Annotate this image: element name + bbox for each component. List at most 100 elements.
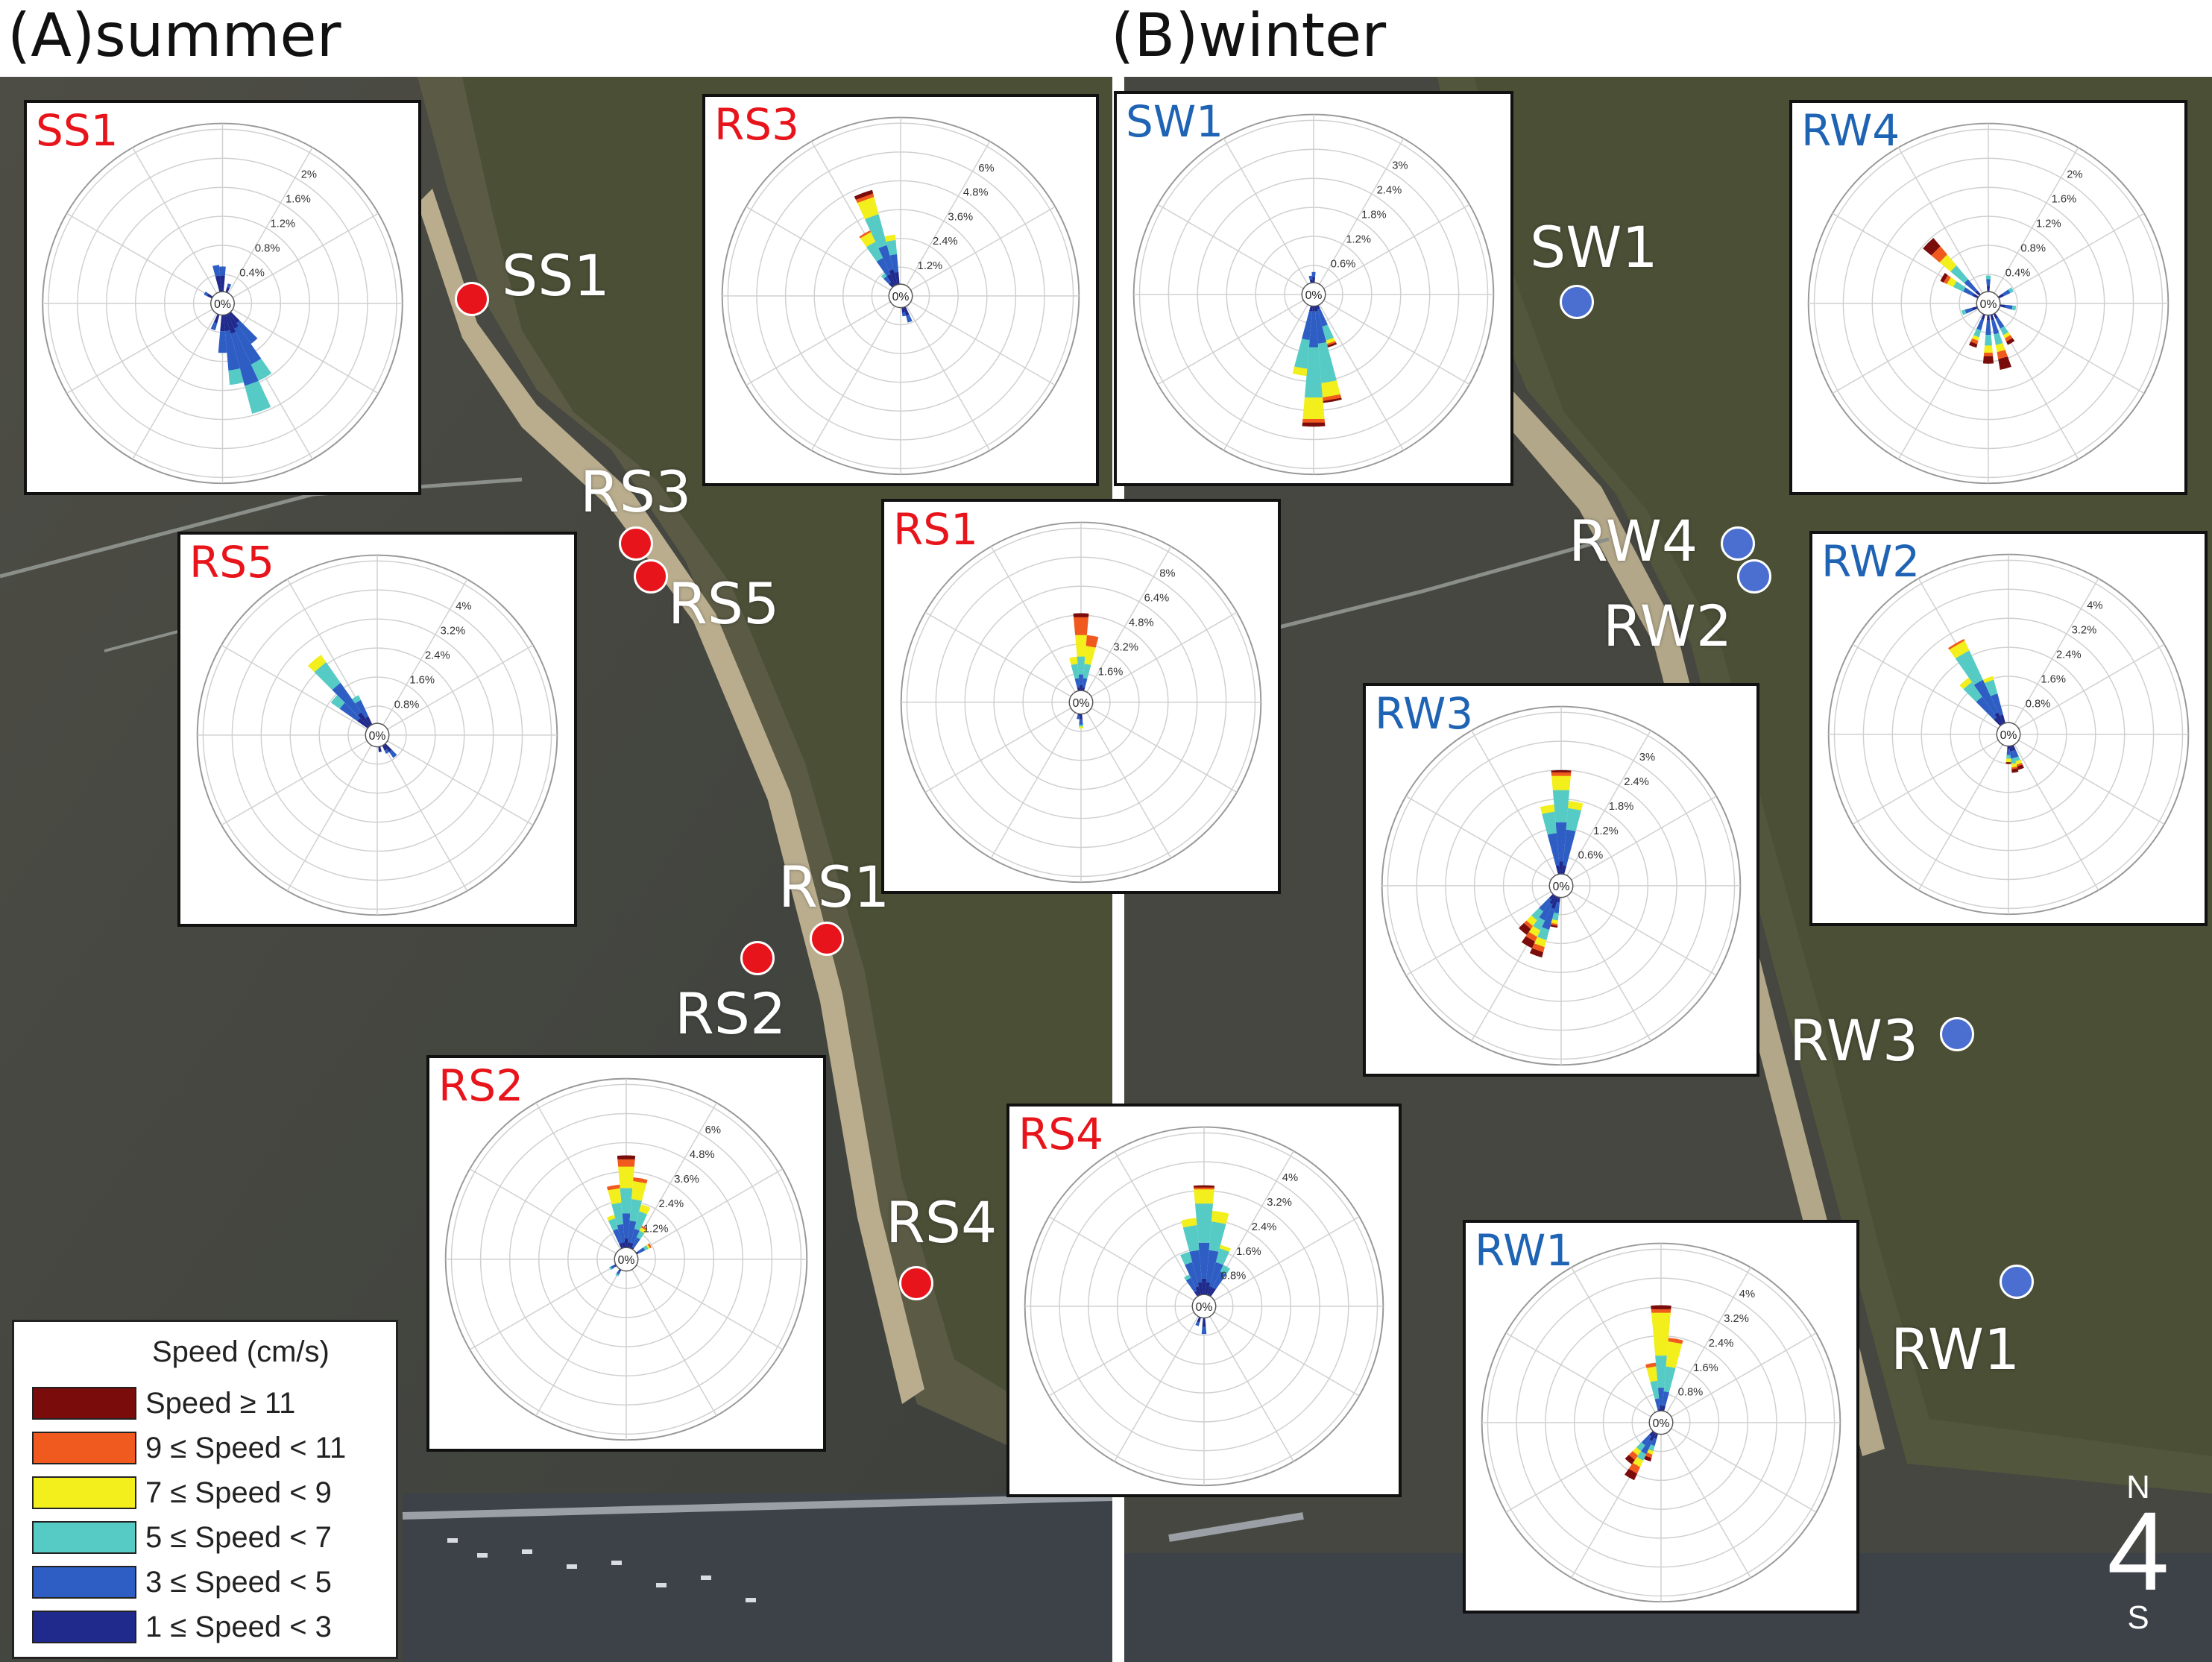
rose-center-label: 0% xyxy=(1305,289,1323,302)
windrose-ss1: 0% 0.4% 0.8% 1.2% 1.6% 2% SS1 xyxy=(24,100,421,495)
rose-petal-segment xyxy=(1955,650,1983,685)
rose-petal-segment xyxy=(1998,356,2011,370)
rose-spoke xyxy=(469,1259,627,1350)
rose-petal-segment xyxy=(1526,915,1537,927)
windrose-rw2-plot: 0% 0.8% 1.6% 2.4% 3.2% 4% xyxy=(1827,553,2190,916)
rose-petal-segment xyxy=(1185,1262,1199,1288)
station-marker-rw1[interactable] xyxy=(2000,1265,2034,1299)
rose-petal-segment xyxy=(622,1213,631,1239)
rose-petal-segment xyxy=(906,314,913,323)
rose-spoke xyxy=(1223,138,1314,295)
rose-spoke xyxy=(222,213,379,304)
rose-petal-segment xyxy=(220,275,225,298)
station-marker-rs2[interactable] xyxy=(740,941,775,975)
rose-ring-label: 1.8% xyxy=(1609,801,1634,813)
rose-spoke xyxy=(990,702,1082,859)
rose-petal-segment xyxy=(1294,339,1310,369)
rose-petal-segment xyxy=(1292,366,1308,377)
rose-petal-segment xyxy=(1555,822,1567,862)
rose-petal-segment xyxy=(880,273,887,280)
rose-petal-segment xyxy=(1539,902,1553,921)
rose-petal-segment xyxy=(1323,397,1342,403)
rose-ring-label: 1.6% xyxy=(1098,667,1124,679)
station-marker-rs4[interactable] xyxy=(899,1266,933,1300)
windrose-rs3: 0% 1.2% 2.4% 3.6% 4.8% 6% RS3 xyxy=(702,94,1099,486)
rose-petal-segment xyxy=(1636,1442,1645,1452)
station-marker-rs5[interactable] xyxy=(634,559,668,594)
rose-ring-label: 1.2% xyxy=(1346,234,1371,246)
panel-title-winter: (B)winter xyxy=(1111,1,1387,70)
rose-ring-label: 2.4% xyxy=(1709,1338,1734,1350)
rose-petal-segment xyxy=(640,1225,648,1231)
rose-center-label: 0% xyxy=(214,298,231,311)
rose-petal-segment xyxy=(1645,1452,1653,1458)
rose-petal-segment xyxy=(2005,758,2011,763)
rose-ring-label: 1.2% xyxy=(918,260,943,272)
rose-petal-segment xyxy=(1193,1185,1215,1188)
rose-spoke xyxy=(900,295,1056,386)
rose-spoke xyxy=(1571,1267,1662,1423)
rose-ring-label: 1.6% xyxy=(1236,1246,1261,1258)
rose-spoke xyxy=(1080,702,1172,859)
rose-center-label: 0% xyxy=(1653,1417,1670,1430)
station-marker-ss1[interactable] xyxy=(455,282,489,316)
windrose-rs4-title: RS4 xyxy=(1018,1109,1104,1159)
rose-petal-segment xyxy=(1963,682,1982,702)
rose-petal-segment xyxy=(2011,763,2017,768)
rose-petal-segment xyxy=(1984,679,1998,696)
rose-petal-segment xyxy=(1523,920,1534,929)
rose-petal-segment xyxy=(1940,273,1948,283)
rose-petal-segment xyxy=(2017,764,2024,770)
rose-petal-segment xyxy=(1209,1221,1226,1252)
station-marker-rw3[interactable] xyxy=(1940,1017,1974,1051)
rose-petal-segment xyxy=(1625,1468,1638,1481)
rose-petal-segment xyxy=(1083,664,1091,679)
rose-petal-segment xyxy=(639,1204,651,1215)
windrose-rs5-plot: 0% 0.8% 1.6% 2.4% 3.2% 4% xyxy=(196,554,558,916)
rose-petal-segment xyxy=(1939,254,1957,272)
station-marker-rs3[interactable] xyxy=(619,526,653,561)
rose-petal-segment xyxy=(639,1227,647,1234)
station-marker-rw2[interactable] xyxy=(1737,559,1771,594)
rose-petal-segment xyxy=(1646,1366,1658,1382)
rose-petal-segment xyxy=(2016,763,2023,767)
rose-spoke xyxy=(1471,730,1562,887)
panel-title-summer: (A)summer xyxy=(7,1,341,70)
legend-label: 9 ≤ Speed < 11 xyxy=(145,1432,347,1464)
rose-petal-segment xyxy=(1985,320,1991,336)
rose-petal-segment xyxy=(1528,926,1541,937)
rose-spoke xyxy=(1048,1306,1205,1397)
legend-label: 3 ≤ Speed < 5 xyxy=(145,1566,332,1599)
rose-spoke xyxy=(990,546,1082,703)
rose-petal-segment xyxy=(1550,925,1558,928)
rose-spoke xyxy=(1560,730,1651,887)
rose-spoke xyxy=(1313,138,1405,295)
legend-label: 5 ≤ Speed < 7 xyxy=(145,1521,332,1554)
rose-center-label: 0% xyxy=(1553,881,1570,893)
station-label-sw1: SW1 xyxy=(1530,214,1658,280)
windrose-rw3-plot: 0% 0.6% 1.2% 1.8% 2.4% 3% xyxy=(1381,705,1742,1066)
rose-petal-segment xyxy=(1963,287,1975,297)
station-marker-sw1[interactable] xyxy=(1560,285,1594,319)
station-marker-rs1[interactable] xyxy=(810,922,844,956)
rose-ring-label: 0.8% xyxy=(1221,1271,1247,1282)
windrose-ss1-title: SS1 xyxy=(36,105,119,156)
station-marker-rw4[interactable] xyxy=(1721,526,1755,561)
rose-petal-segment xyxy=(1628,1451,1638,1461)
rose-petal-segment xyxy=(1663,1366,1676,1393)
rose-petal-segment xyxy=(1180,1251,1193,1265)
rose-petal-segment xyxy=(1968,341,1978,348)
rose-petal-segment xyxy=(883,276,891,284)
rose-ring-label: 1.2% xyxy=(643,1223,669,1235)
windrose-rs4: 0% 0.8% 1.6% 2.4% 3.2% 4% RS4 xyxy=(1006,1104,1402,1497)
rose-spoke xyxy=(924,702,1082,793)
rose-spoke xyxy=(1660,1422,1751,1578)
rose-petal-segment xyxy=(1551,919,1558,925)
rose-petal-segment xyxy=(1650,1380,1660,1400)
station-label-rs1: RS1 xyxy=(778,854,890,920)
rose-petal-segment xyxy=(1655,1355,1667,1388)
rose-petal-segment xyxy=(1551,922,1558,926)
rose-spoke xyxy=(1080,702,1238,793)
rose-petal-segment xyxy=(611,1265,616,1270)
rose-petal-segment xyxy=(1931,246,1947,262)
